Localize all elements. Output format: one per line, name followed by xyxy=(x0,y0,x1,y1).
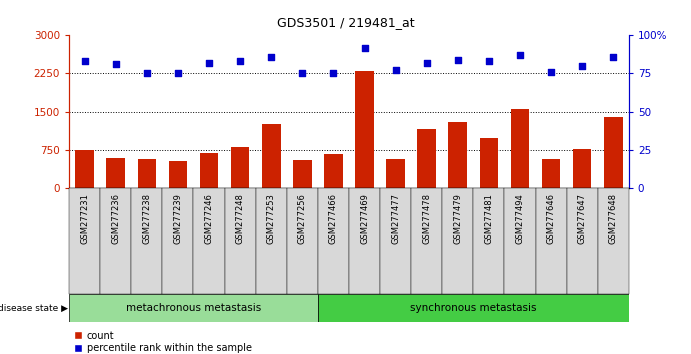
FancyBboxPatch shape xyxy=(193,188,225,294)
Text: GSM277494: GSM277494 xyxy=(515,193,524,244)
Point xyxy=(576,63,587,69)
Bar xyxy=(573,149,591,188)
Bar xyxy=(106,158,125,188)
FancyBboxPatch shape xyxy=(225,188,256,294)
Text: GSM277466: GSM277466 xyxy=(329,193,338,244)
Point xyxy=(421,60,432,65)
Point xyxy=(328,70,339,76)
Bar xyxy=(324,154,343,188)
Bar xyxy=(75,149,94,188)
Point xyxy=(390,68,401,73)
Text: GSM277239: GSM277239 xyxy=(173,193,182,244)
Text: GSM277647: GSM277647 xyxy=(578,193,587,244)
FancyBboxPatch shape xyxy=(380,188,411,294)
Point xyxy=(265,54,276,59)
FancyBboxPatch shape xyxy=(162,188,193,294)
FancyBboxPatch shape xyxy=(287,188,318,294)
FancyBboxPatch shape xyxy=(69,188,100,294)
Text: GSM277646: GSM277646 xyxy=(547,193,556,244)
Text: synchronous metastasis: synchronous metastasis xyxy=(410,303,537,313)
FancyBboxPatch shape xyxy=(100,188,131,294)
Point xyxy=(79,58,90,64)
Bar xyxy=(511,109,529,188)
Point xyxy=(452,57,463,63)
FancyBboxPatch shape xyxy=(442,188,473,294)
Point xyxy=(545,69,556,75)
FancyBboxPatch shape xyxy=(349,188,380,294)
FancyBboxPatch shape xyxy=(504,188,536,294)
Text: GSM277477: GSM277477 xyxy=(391,193,400,244)
Text: GDS3501 / 219481_at: GDS3501 / 219481_at xyxy=(276,16,415,29)
Text: disease state ▶: disease state ▶ xyxy=(0,303,68,313)
Text: GSM277253: GSM277253 xyxy=(267,193,276,244)
Bar xyxy=(169,161,187,188)
Point xyxy=(203,60,214,65)
Text: GSM277478: GSM277478 xyxy=(422,193,431,244)
Text: GSM277236: GSM277236 xyxy=(111,193,120,244)
Bar xyxy=(542,159,560,188)
Bar xyxy=(200,153,218,188)
Point xyxy=(483,58,494,64)
FancyBboxPatch shape xyxy=(598,188,629,294)
Bar xyxy=(231,147,249,188)
Bar xyxy=(262,124,281,188)
Text: GSM277481: GSM277481 xyxy=(484,193,493,244)
FancyBboxPatch shape xyxy=(567,188,598,294)
Text: GSM277469: GSM277469 xyxy=(360,193,369,244)
Point xyxy=(141,70,152,76)
Legend: count, percentile rank within the sample: count, percentile rank within the sample xyxy=(74,331,252,353)
FancyBboxPatch shape xyxy=(536,188,567,294)
Text: GSM277479: GSM277479 xyxy=(453,193,462,244)
Text: GSM277238: GSM277238 xyxy=(142,193,151,244)
Point xyxy=(110,62,122,67)
Text: GSM277648: GSM277648 xyxy=(609,193,618,244)
Text: GSM277231: GSM277231 xyxy=(80,193,89,244)
FancyBboxPatch shape xyxy=(318,188,349,294)
Bar xyxy=(138,159,156,188)
FancyBboxPatch shape xyxy=(256,188,287,294)
FancyBboxPatch shape xyxy=(131,188,162,294)
Bar xyxy=(386,159,405,188)
FancyBboxPatch shape xyxy=(318,294,629,322)
Bar xyxy=(604,116,623,188)
Point xyxy=(514,52,525,58)
Text: metachronous metastasis: metachronous metastasis xyxy=(126,303,261,313)
Text: GSM277256: GSM277256 xyxy=(298,193,307,244)
Point xyxy=(607,54,618,59)
Bar xyxy=(480,138,498,188)
Point xyxy=(234,58,245,64)
Text: GSM277248: GSM277248 xyxy=(236,193,245,244)
Point xyxy=(296,70,307,76)
Bar xyxy=(355,71,374,188)
Point xyxy=(172,70,183,76)
Bar xyxy=(417,129,436,188)
Point xyxy=(359,45,370,50)
Text: GSM277246: GSM277246 xyxy=(205,193,214,244)
FancyBboxPatch shape xyxy=(69,294,318,322)
Bar xyxy=(448,122,467,188)
FancyBboxPatch shape xyxy=(473,188,504,294)
FancyBboxPatch shape xyxy=(411,188,442,294)
Bar xyxy=(293,160,312,188)
